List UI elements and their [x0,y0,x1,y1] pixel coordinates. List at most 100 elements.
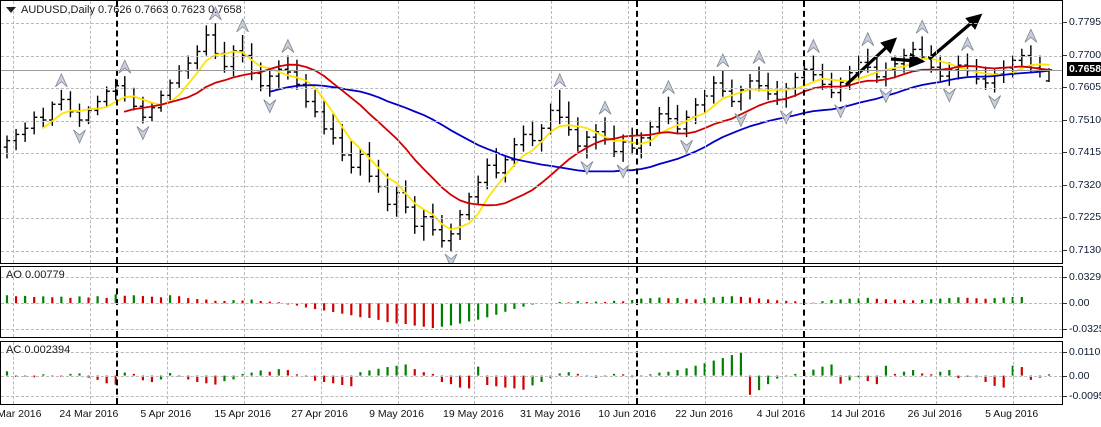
fractal-up-marker [236,18,249,33]
ma-mid-line [123,63,1050,207]
fractal-down-marker [834,104,847,119]
axis-tick [1063,396,1067,397]
ac-gridline [1,375,1062,377]
time-gridline [166,342,168,404]
time-gridline [166,1,168,263]
time-gridline [397,342,399,404]
axis-tick [1063,375,1067,377]
time-axis-label: 27 Apr 2016 [291,408,348,420]
fractal-up-marker [281,38,295,53]
period-separator [803,267,805,337]
axis-tick [1063,119,1067,121]
fractal-down-marker [734,113,748,128]
price-gridline [1,251,1062,252]
ac-gridline [1,352,1062,353]
ma-slow-line [268,69,1050,173]
fractal-up-marker [716,53,730,68]
time-gridline [628,342,630,404]
axis-tick [1063,152,1067,154]
awesome-oscillator-panel[interactable]: AO 0.00779 [0,266,1063,338]
time-axis-label: 5 Apr 2016 [140,408,192,420]
fractal-down-marker [879,89,893,104]
trend-arrow-right [927,13,983,61]
time-gridline [782,342,783,404]
ao-gridline [1,329,1062,330]
price-gridline [1,55,1062,57]
time-gridline [13,267,14,337]
axis-tick [1063,352,1067,353]
period-separator [636,267,638,337]
time-scale[interactable]: 14 Mar 2016 24 Mar 2016 5 Apr 2016 15 Apr 2… [0,405,1101,427]
time-axis-label: 15 Apr 2016 [214,408,272,420]
fractal-up-marker [915,19,929,34]
period-separator [636,1,638,263]
price-series-layer [3,6,1053,263]
time-gridline [89,1,91,263]
ao-plot-area[interactable] [1,267,1062,337]
time-gridline [397,1,399,263]
price-chart-panel[interactable]: AUDUSD,Daily 0.7626 0.7663 0.7623 0.7658 [0,0,1063,264]
current-price-label[interactable]: 0.7658 [1067,61,1101,76]
axis-tick [1063,87,1067,89]
time-gridline [166,267,168,337]
trend-arrow-left [844,37,898,87]
axis-tick [1063,22,1067,23]
time-gridline [320,342,322,404]
axis-tick [1063,54,1067,56]
time-gridline [320,1,322,263]
time-gridline [89,267,91,337]
fractal-up-marker [55,72,68,88]
ac-bars [5,352,1051,395]
ac-plot-area[interactable] [1,342,1062,404]
ao-bars [5,294,1023,328]
accelerator-oscillator-panel[interactable]: AC 0.002394 [0,341,1063,405]
time-gridline [1012,1,1014,263]
fractal-up-marker [1024,28,1038,43]
fractal-down-marker [73,129,86,144]
fractal-down-marker [580,161,594,176]
price-gridline [1,185,1062,187]
trend-arrow-small [890,52,926,69]
time-gridline [705,1,707,263]
price-gridline [1,120,1062,122]
price-scale[interactable]: 0.7795 0.7700 0.7658 0.7605 0.7510 0.7415 0.73… [1063,0,1101,405]
ac-histogram-layer [5,352,1051,395]
time-axis-label: 26 Jul 2016 [907,408,962,420]
fractal-up-marker [118,59,132,74]
axis-tick [1063,329,1067,330]
ac-gridline [1,396,1062,397]
price-plot-area[interactable] [1,1,1062,263]
fractal-up-marker [961,36,974,51]
time-gridline [320,267,322,337]
price-gridline [1,153,1062,155]
price-axis-label: 0.7130 [1069,244,1101,256]
axis-tick [1063,303,1067,305]
price-axis-label: 0.7795 [1069,16,1101,28]
time-gridline [858,1,860,263]
time-axis-label: 19 May 2016 [443,408,504,420]
caret-down-icon[interactable] [6,7,16,13]
fractal-up-marker [553,72,567,88]
time-gridline [474,1,476,263]
time-axis-label: 14 Mar 2016 [0,408,42,420]
time-axis-label: 14 Jul 2016 [830,408,886,420]
price-gridline [1,23,1062,24]
ohlc-bars [3,23,1053,251]
fractal-down-marker [988,95,1001,110]
price-axis-label: 0.7605 [1069,81,1101,94]
axis-tick [1063,217,1067,219]
ao-gridline [1,277,1062,278]
fractal-up-marker [807,38,820,53]
time-gridline [858,342,860,404]
time-gridline [243,342,245,404]
time-gridline [474,267,476,337]
fractal-down-marker [263,99,277,114]
time-gridline [628,267,630,337]
time-gridline [935,267,937,337]
price-axis-label: 0.7700 [1069,48,1101,61]
ao-axis-label: 0.03299 [1069,271,1101,283]
time-gridline [935,1,937,263]
time-gridline [782,1,783,263]
time-gridline [89,342,91,404]
